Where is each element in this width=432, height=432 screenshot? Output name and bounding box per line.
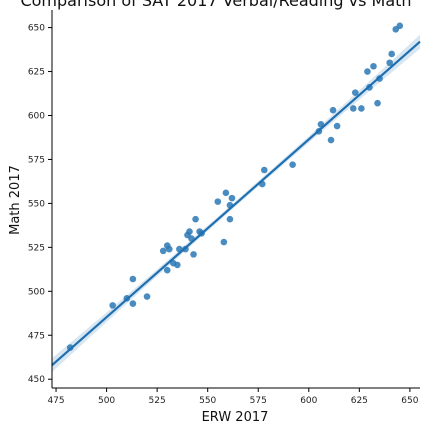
data-point: [364, 68, 371, 75]
data-point: [129, 300, 137, 307]
data-point: [261, 166, 268, 174]
data-point: [388, 50, 395, 58]
x-tick-label: 550: [199, 396, 216, 406]
x-ticks-layer: 475 500 525 550 575 600 625 650: [47, 388, 419, 406]
x-tick-label: 525: [149, 396, 166, 406]
x-axis-title: ERW 2017: [202, 410, 269, 425]
data-point: [327, 136, 335, 144]
y-tick-label: 550: [28, 199, 45, 209]
y-ticks-layer: 450 475 500 525 550 575 600 625 650: [28, 24, 52, 385]
data-point: [192, 215, 199, 223]
data-point: [159, 247, 167, 255]
data-point: [386, 59, 393, 67]
data-point: [289, 161, 296, 169]
x-tick-label: 600: [300, 396, 317, 406]
data-point: [174, 261, 181, 269]
data-point: [374, 99, 381, 107]
data-point: [396, 22, 404, 30]
data-point: [163, 266, 171, 274]
data-point: [186, 228, 193, 235]
axes-layer: [51, 10, 420, 389]
y-tick-label: 475: [28, 331, 45, 341]
data-point: [351, 89, 359, 96]
data-point: [190, 251, 197, 258]
data-point: [129, 275, 137, 283]
points-layer: [66, 22, 404, 351]
data-point: [220, 238, 228, 246]
x-tick-label: 475: [47, 396, 64, 406]
y-tick-label: 575: [28, 155, 45, 165]
data-point: [370, 62, 377, 70]
y-tick-label: 500: [28, 287, 45, 297]
chart-title: Comparison of SAT 2017 Verbal/Reading vs…: [20, 0, 411, 10]
x-tick-label: 650: [401, 396, 418, 406]
y-tick-label: 600: [28, 111, 45, 121]
regression-line: [51, 40, 421, 366]
data-point: [165, 245, 173, 253]
data-point: [333, 122, 341, 130]
data-point: [228, 194, 236, 202]
y-tick-label: 450: [28, 375, 45, 385]
data-point: [226, 215, 234, 223]
data-point: [109, 302, 116, 309]
data-point: [349, 105, 357, 112]
y-tick-label: 625: [28, 68, 45, 78]
data-point: [222, 189, 230, 197]
y-tick-label: 650: [28, 24, 45, 34]
x-tick-label: 500: [98, 396, 115, 406]
data-point: [358, 105, 365, 112]
x-tick-label: 625: [351, 396, 368, 406]
y-axis-title: Math 2017: [8, 165, 23, 235]
y-tick-label: 525: [28, 243, 45, 253]
regression-layer: [51, 40, 421, 366]
data-point: [143, 293, 151, 300]
data-point: [214, 198, 222, 205]
x-tick-label: 575: [250, 396, 267, 406]
data-point: [329, 106, 337, 114]
